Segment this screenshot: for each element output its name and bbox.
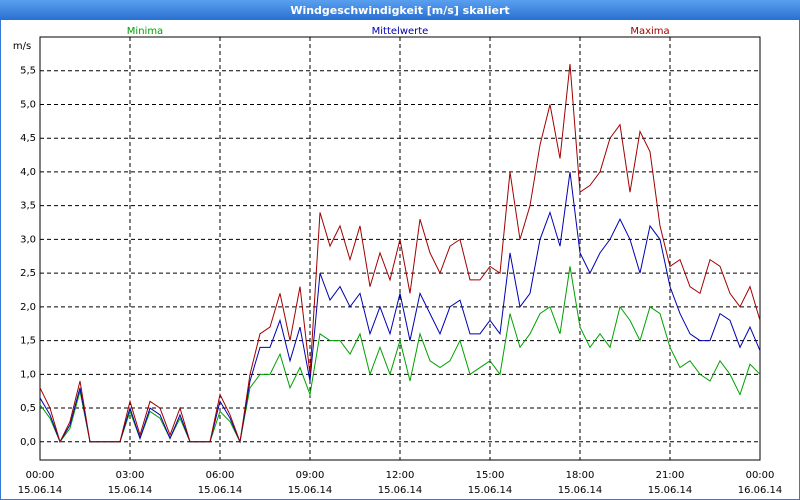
x-tick-date: 16.06.14 — [738, 485, 783, 496]
x-tick-date: 15.06.14 — [558, 485, 603, 496]
x-tick-date: 15.06.14 — [378, 485, 423, 496]
x-tick-date: 15.06.14 — [468, 485, 513, 496]
y-axis-label: m/s — [13, 41, 31, 52]
series-line — [39, 63, 761, 444]
y-tick-label: 4,5 — [20, 133, 36, 144]
x-tick-label: 18:00 — [566, 470, 595, 481]
y-tick-label: 2,0 — [20, 302, 36, 313]
x-tick-label: 12:00 — [386, 470, 415, 481]
series-line — [39, 171, 761, 444]
y-tick-label: 1,5 — [20, 336, 36, 347]
y-tick-label: 5,0 — [20, 99, 36, 110]
x-tick-label: 09:00 — [296, 470, 325, 481]
x-tick-date: 15.06.14 — [18, 485, 63, 496]
series-line — [39, 266, 761, 444]
x-tick-date: 15.06.14 — [108, 485, 153, 496]
legend-entry: Minima — [127, 26, 163, 37]
x-tick-label: 06:00 — [206, 470, 235, 481]
x-tick-date: 15.06.14 — [198, 485, 243, 496]
y-tick-label: 0,0 — [20, 437, 36, 448]
y-tick-label: 2,5 — [20, 268, 36, 279]
x-tick-label: 00:00 — [26, 470, 55, 481]
x-tick-label: 03:00 — [116, 470, 145, 481]
y-tick-label: 3,5 — [20, 201, 36, 212]
y-tick-label: 3,0 — [20, 234, 36, 245]
x-tick-label: 21:00 — [656, 470, 685, 481]
legend-entry: Maxima — [630, 26, 669, 37]
y-tick-label: 5,5 — [20, 66, 36, 77]
x-tick-label: 00:00 — [746, 470, 775, 481]
x-tick-date: 15.06.14 — [288, 485, 333, 496]
x-tick-label: 15:00 — [476, 470, 505, 481]
legend-entry: Mittelwerte — [372, 26, 429, 37]
y-tick-label: 1,0 — [20, 369, 36, 380]
y-tick-label: 0,5 — [20, 403, 36, 414]
title-bar — [0, 0, 800, 20]
chart-title: Windgeschwindigkeit [m/s] skaliert — [290, 4, 509, 17]
y-tick-label: 4,0 — [20, 167, 36, 178]
x-tick-date: 15.06.14 — [648, 485, 693, 496]
